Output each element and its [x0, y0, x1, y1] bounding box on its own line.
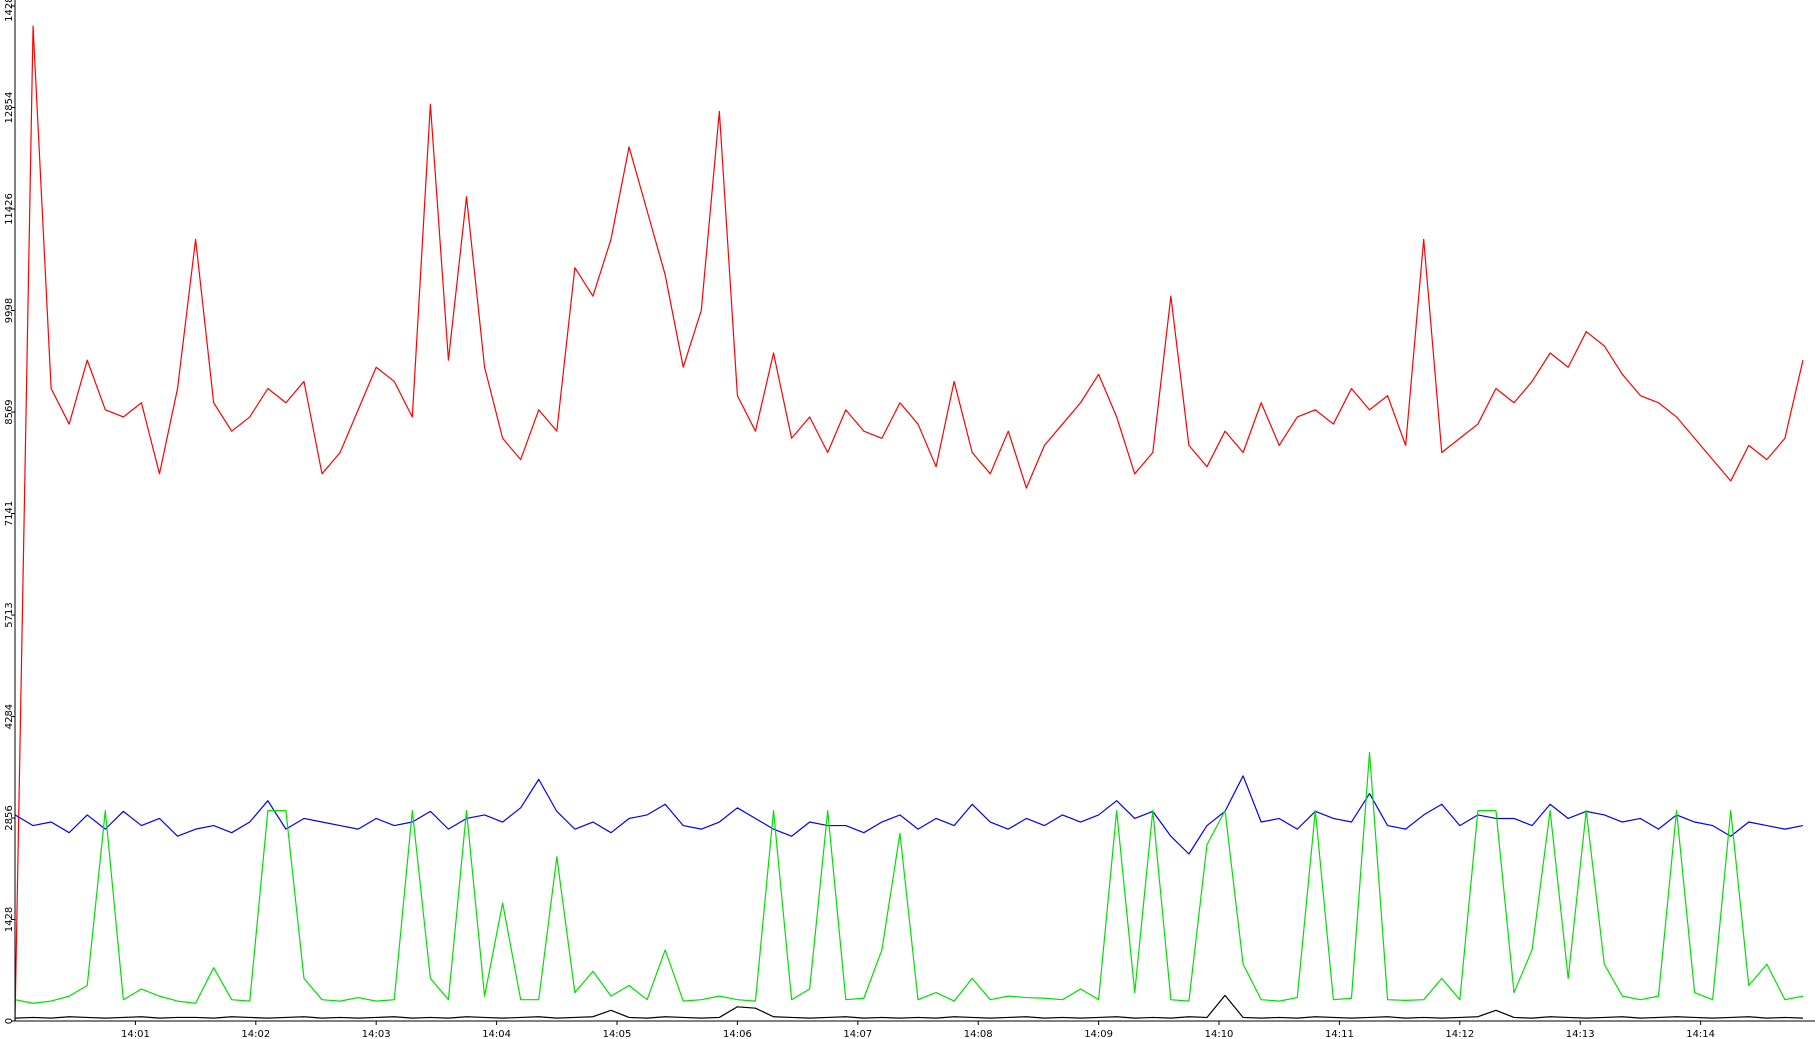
series-line [14, 775, 1804, 855]
x-tick-label: 14:06 [723, 1029, 752, 1039]
y-tick-label: 7141 [4, 501, 15, 526]
y-tick-label: 9998 [4, 298, 15, 323]
x-tick-label: 14:01 [121, 1029, 150, 1039]
y-tick-label: 5713 [4, 602, 15, 627]
series-line [14, 751, 1804, 1004]
y-tick-label: 1428 [4, 907, 15, 932]
y-tick-label: 12854 [4, 92, 15, 124]
y-tick-label: 11426 [4, 193, 15, 225]
x-tick-label: 14:14 [1686, 1029, 1715, 1039]
x-tick-label: 14:02 [241, 1029, 270, 1039]
x-tick-label: 14:11 [1325, 1029, 1354, 1039]
series-line [14, 994, 1803, 1019]
x-tick-label: 14:07 [843, 1029, 872, 1039]
x-tick-label: 14:04 [482, 1029, 511, 1039]
x-tick-label: 14:10 [1205, 1029, 1234, 1039]
x-tick-label: 14:13 [1566, 1029, 1595, 1039]
x-tick-label: 14:09 [1084, 1029, 1113, 1039]
y-tick-label: 0 [4, 1018, 15, 1024]
y-tick-label: 14283 [4, 0, 15, 22]
series-line [14, 25, 1804, 1022]
x-tick-label: 14:12 [1445, 1029, 1474, 1039]
y-tick-label: 8569 [4, 399, 15, 424]
x-tick-label: 14:03 [362, 1029, 391, 1039]
x-tick-label: 14:08 [964, 1029, 993, 1039]
y-tick-label: 2856 [4, 805, 15, 830]
y-tick-label: 4284 [4, 704, 15, 729]
x-tick-label: 14:05 [603, 1029, 632, 1039]
